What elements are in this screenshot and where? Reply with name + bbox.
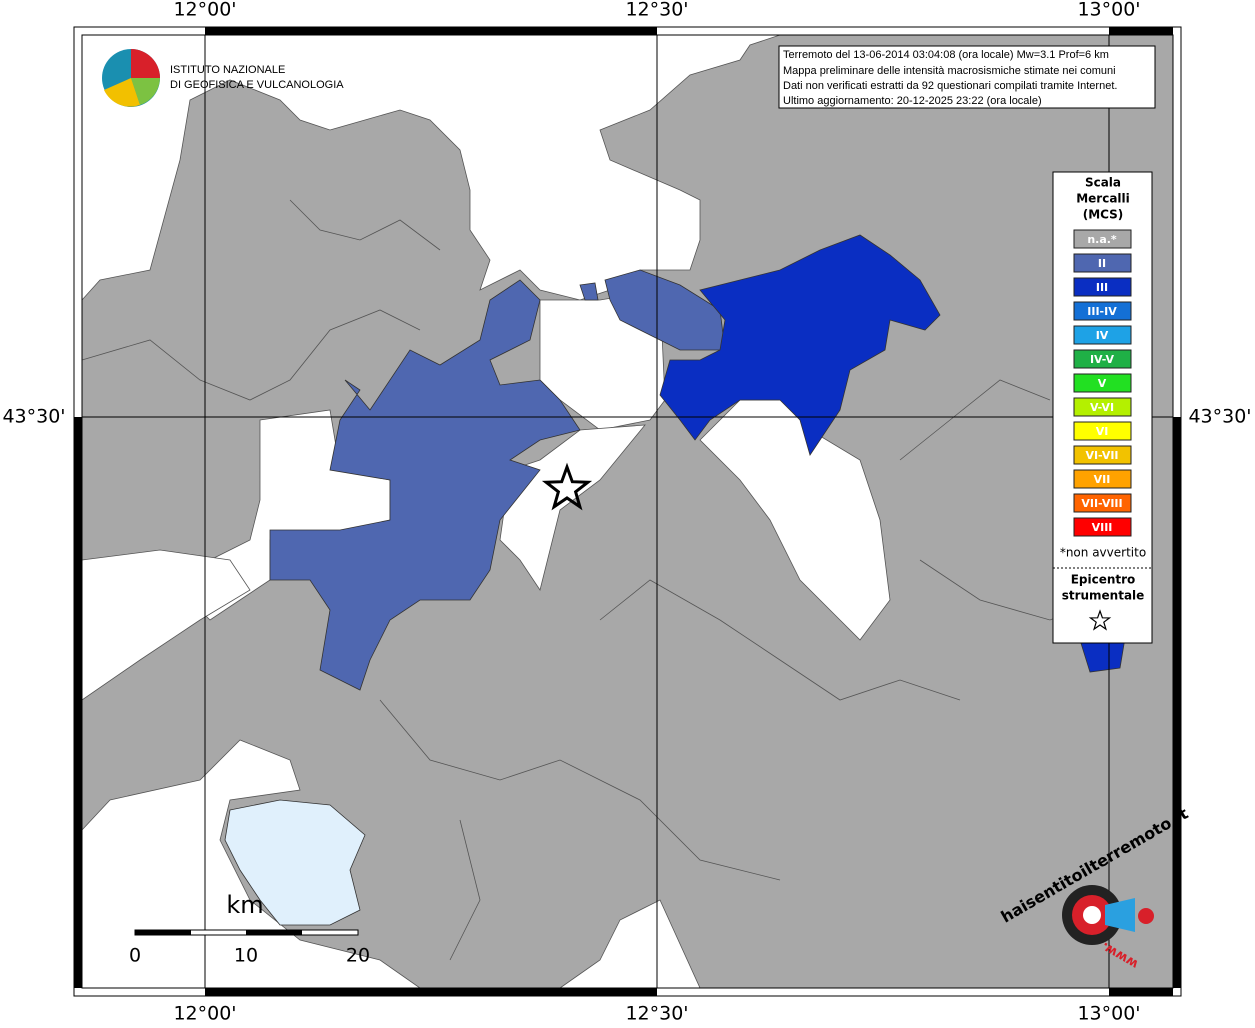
lon-label: 12°30' [625, 0, 688, 21]
legend-swatch [1073, 397, 1132, 417]
legend-epicenter: strumentale [1062, 589, 1145, 603]
legend-label: V [1098, 377, 1107, 390]
legend-swatch [1073, 301, 1132, 321]
legend-swatch [1073, 493, 1132, 513]
legend-label: II [1098, 257, 1106, 270]
legend-swatch [1073, 277, 1132, 297]
legend-title: Mercalli [1076, 192, 1130, 206]
legend-label: III-IV [1087, 305, 1117, 318]
legend-swatch [1073, 469, 1132, 489]
institute-line: ISTITUTO NAZIONALE [170, 64, 285, 76]
legend: Scala Mercalli (MCS) *non avvertito Epic… [1052, 171, 1153, 644]
legend-swatch [1073, 253, 1132, 273]
info-line: Mappa preliminare delle intensità macros… [783, 65, 1116, 77]
scale-bar: km 0 10 20 [129, 891, 370, 967]
legend-star [1088, 609, 1112, 631]
legend-label: V-VI [1090, 401, 1114, 414]
lon-label: 12°00' [173, 1003, 236, 1025]
legend-swatch [1073, 445, 1132, 465]
legend-title: (MCS) [1083, 208, 1124, 222]
legend-label: VII [1094, 473, 1111, 486]
info-line: Ultimo aggiornamento: 20-12-2025 23:22 (… [783, 95, 1042, 107]
frame [73, 26, 1182, 997]
info-line: Terremoto del 13-06-2014 03:04:08 (ora l… [783, 49, 1109, 61]
lon-label: 12°30' [625, 1003, 688, 1025]
legend-note: *non avvertito [1060, 546, 1146, 560]
scale-tick: 10 [234, 945, 258, 967]
scale-tick: 20 [346, 945, 370, 967]
legend-swatch [1073, 349, 1132, 369]
legend-label: III [1096, 281, 1108, 294]
legend-label: VI [1096, 425, 1109, 438]
map [81, 34, 1173, 989]
legend-label: VII-VIII [1081, 497, 1122, 510]
lon-label: 13°00' [1077, 1003, 1140, 1025]
legend-label: n.a.* [1087, 233, 1117, 246]
legend-label: VI-VII [1085, 449, 1118, 462]
legend-swatch [1073, 517, 1132, 537]
info-box: Terremoto del 13-06-2014 03:04:08 (ora l… [778, 45, 1156, 109]
scale-tick: 0 [129, 945, 141, 967]
epicenter-star [541, 462, 593, 511]
legend-swatch [1073, 229, 1132, 249]
legend-label: IV-V [1090, 353, 1115, 366]
legend-swatch [1073, 373, 1132, 393]
lat-label: 43°30' [2, 406, 65, 428]
legend-epicenter: Epicentro [1071, 573, 1136, 587]
institute-line: DI GEOFISICA E VULCANOLOGIA [170, 79, 344, 91]
legend-title: Scala [1085, 176, 1121, 190]
scale-unit: km [226, 891, 263, 919]
lat-label: 43°30' [1188, 406, 1251, 428]
legend-swatch [1073, 325, 1132, 345]
info-line: Dati non verificati estratti da 92 quest… [783, 80, 1117, 92]
lon-label: 12°00' [173, 0, 236, 21]
ingv-logo: ISTITUTO NAZIONALE DI GEOFISICA E VULCAN… [102, 49, 344, 107]
legend-swatch [1073, 421, 1132, 441]
legend-label: VIII [1092, 521, 1113, 534]
legend-label: IV [1096, 329, 1109, 342]
lon-label: 13°00' [1077, 0, 1140, 21]
